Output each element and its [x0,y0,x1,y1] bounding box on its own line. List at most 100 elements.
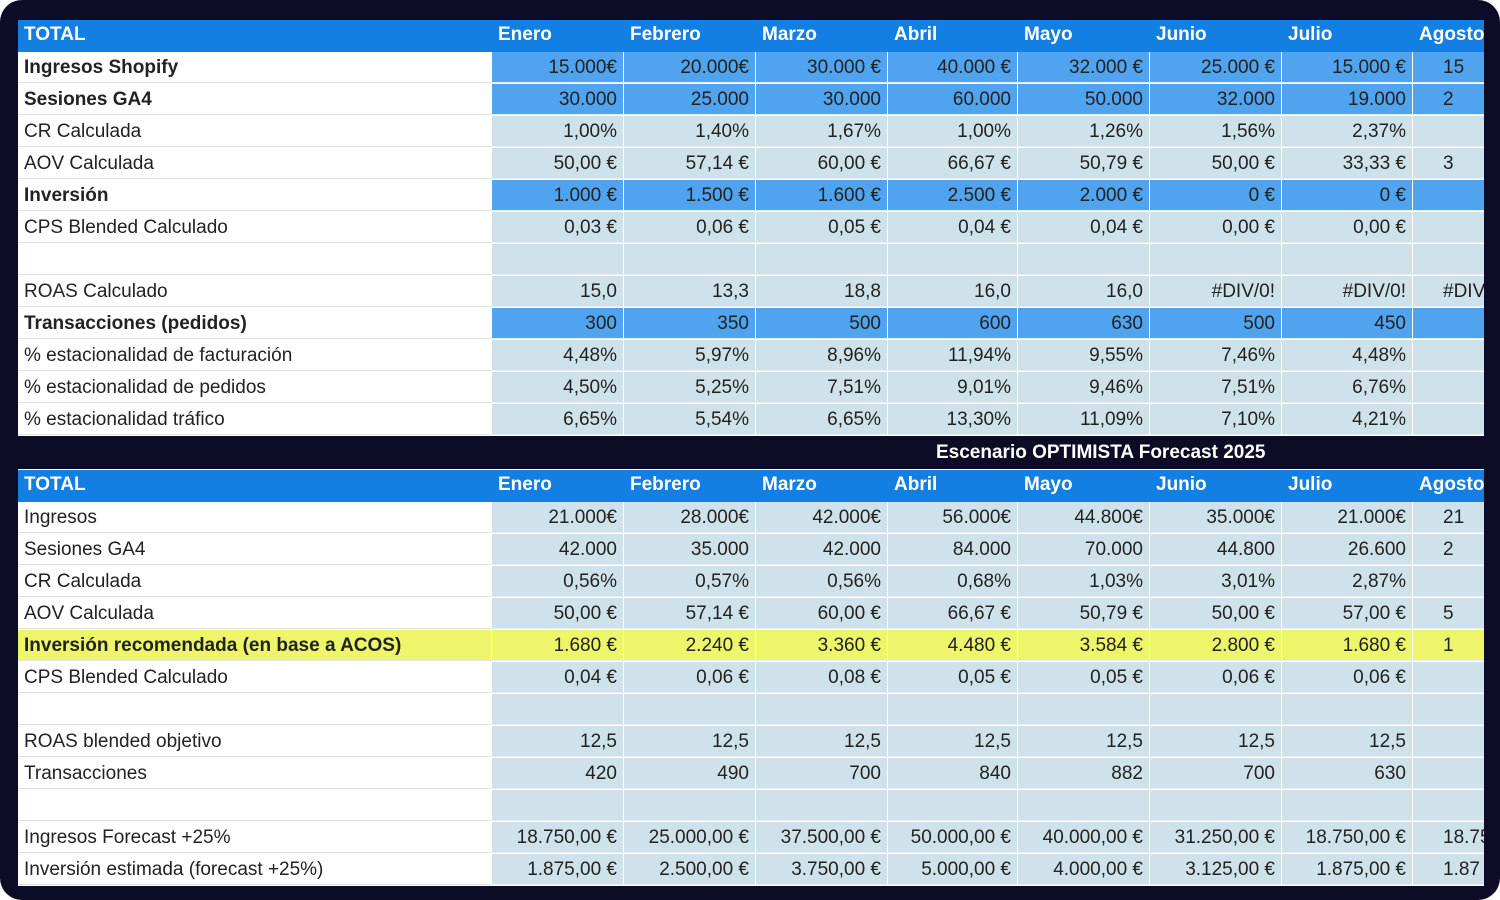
data-cell: 450 [1282,308,1413,339]
data-cell: 2.500 € [888,180,1018,211]
data-cell [1150,694,1282,725]
data-cell: 30.000 [756,84,888,115]
row-label: Inversión recomendada (en base a ACOS) [18,630,492,661]
data-cell: 0,06 € [624,212,756,243]
data-cell [756,244,888,275]
data-cell: 1,40% [624,116,756,147]
data-cell: 5 [1413,598,1484,629]
data-cell: 3.750,00 € [756,854,888,885]
data-cell: 3.125,00 € [1150,854,1282,885]
data-cell: 37.500,00 € [756,822,888,853]
data-cell: 6,65% [756,404,888,435]
header-cell: TOTAL [18,20,492,52]
data-cell: 1,00% [492,116,624,147]
data-cell: 15 [1413,52,1484,83]
month-header: Mayo [1018,470,1150,502]
data-cell [492,244,624,275]
data-cell: 0,05 € [1018,662,1150,693]
data-cell: 5.000,00 € [888,854,1018,885]
data-cell: 0,00 € [1282,212,1413,243]
data-cell: 3.360 € [756,630,888,661]
data-cell: 12,5 [1150,726,1282,757]
data-cell [1413,244,1484,275]
data-cell [1018,694,1150,725]
data-cell: 4.000,00 € [1018,854,1150,885]
data-cell: 2.000 € [1018,180,1150,211]
data-cell: 490 [624,758,756,789]
month-header: Marzo [756,470,888,502]
row-label: Inversión estimada (forecast +25%) [18,854,492,885]
data-cell: 25.000 € [1150,52,1282,83]
data-cell: 13,30% [888,404,1018,435]
data-cell: 16,0 [888,276,1018,307]
scenario-banner: Escenario OPTIMISTA Forecast 2025 [18,436,1484,469]
data-cell: 60,00 € [756,598,888,629]
data-cell: 600 [888,308,1018,339]
data-cell: 18.750,00 € [1282,822,1413,853]
data-cell: 500 [756,308,888,339]
data-cell: 0,06 € [1282,662,1413,693]
data-cell: 1,00% [888,116,1018,147]
data-cell: 12,5 [492,726,624,757]
data-cell [492,790,624,821]
data-cell: 31.250,00 € [1150,822,1282,853]
month-header: Enero [492,470,624,502]
data-cell: 40.000 € [888,52,1018,83]
month-header: Mayo [1018,20,1150,52]
data-cell [1413,212,1484,243]
data-cell: 630 [1018,308,1150,339]
data-cell: 0,56% [756,566,888,597]
data-cell [1150,244,1282,275]
data-cell: 57,14 € [624,148,756,179]
data-cell: 25.000 [624,84,756,115]
data-cell: 21.000€ [1282,502,1413,533]
data-cell: 7,46% [1150,340,1282,371]
data-cell: 5,97% [624,340,756,371]
data-cell: 3 [1413,148,1484,179]
data-cell: 2.500,00 € [624,854,756,885]
data-cell: 5,25% [624,372,756,403]
row-label: AOV Calculada [18,598,492,629]
data-cell: 18.75 [1413,822,1484,853]
data-cell: 42.000 [756,534,888,565]
data-cell: 9,01% [888,372,1018,403]
data-cell: 30.000 [492,84,624,115]
data-cell: 1,03% [1018,566,1150,597]
data-cell: #DIV/0! [1150,276,1282,307]
data-cell: 15.000 € [1282,52,1413,83]
data-cell: 0 € [1150,180,1282,211]
data-cell [756,790,888,821]
data-cell: 0,56% [492,566,624,597]
data-cell [1413,694,1484,725]
data-cell [492,694,624,725]
month-header: Abril [888,20,1018,52]
data-cell [1413,180,1484,211]
data-cell [1413,790,1484,821]
data-cell: 66,67 € [888,598,1018,629]
row-label: ROAS blended objetivo [18,726,492,757]
data-cell: 11,09% [1018,404,1150,435]
data-cell: 7,51% [1150,372,1282,403]
data-cell [1018,244,1150,275]
month-header: Febrero [624,20,756,52]
data-cell [1282,694,1413,725]
data-cell: 12,5 [1282,726,1413,757]
data-cell: 4,48% [1282,340,1413,371]
data-cell: 7,51% [756,372,888,403]
spreadsheet: TOTAL Enero Febrero Marzo Abril Mayo Junio Juli… [18,20,1484,886]
row-label: CPS Blended Calculado [18,212,492,243]
data-cell: 0,06 € [1150,662,1282,693]
row-label: % estacionalidad tráfico [18,404,492,435]
data-cell: 13,3 [624,276,756,307]
data-cell: 6,65% [492,404,624,435]
data-cell [1413,340,1484,371]
data-cell: 1.87 [1413,854,1484,885]
row-label: Ingresos Forecast +25% [18,822,492,853]
row-label [18,790,492,821]
data-cell: 9,46% [1018,372,1150,403]
data-cell: 32.000 [1150,84,1282,115]
data-cell: 1.680 € [492,630,624,661]
data-cell: 57,14 € [624,598,756,629]
data-cell: 15.000€ [492,52,624,83]
data-cell: 66,67 € [888,148,1018,179]
